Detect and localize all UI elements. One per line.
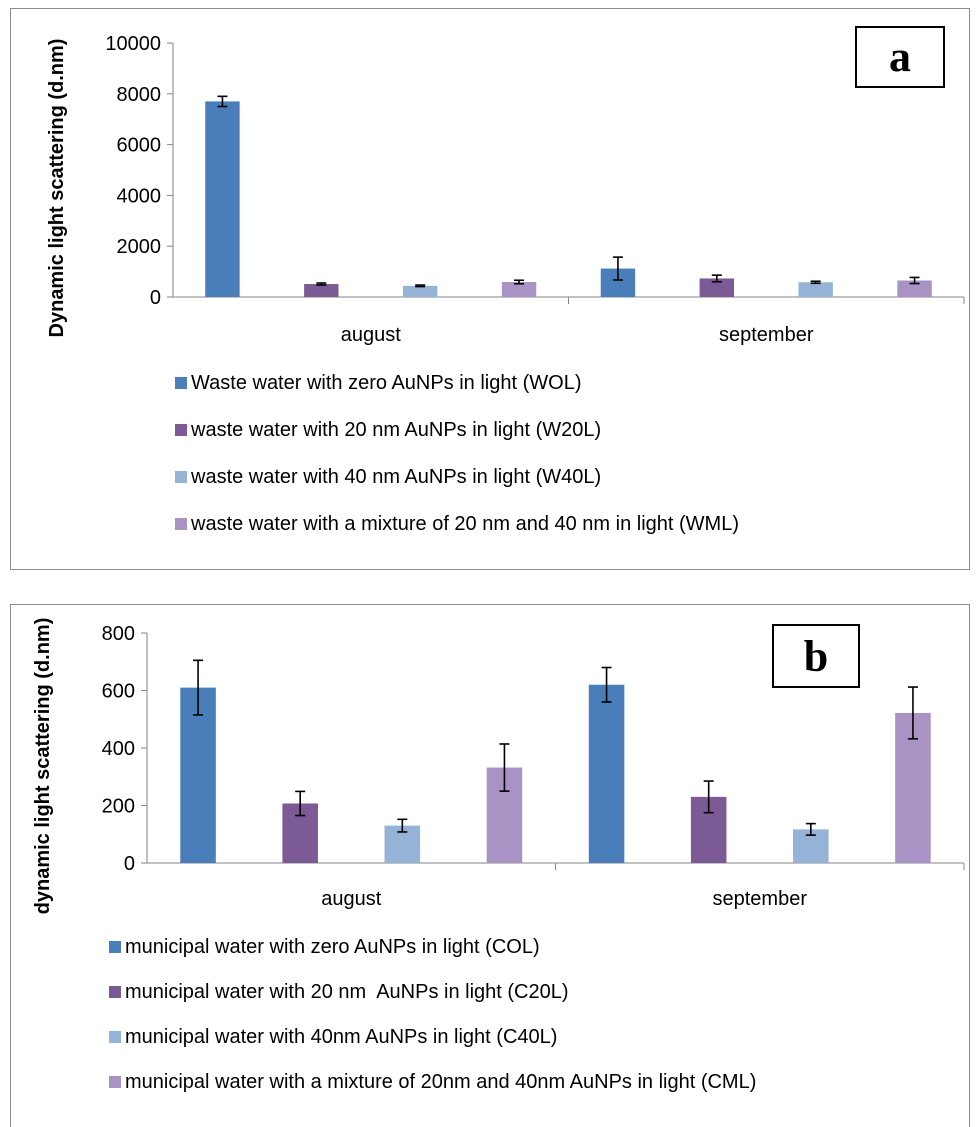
chart-a-legend-label: waste water with 20 nm AuNPs in light (W… bbox=[190, 419, 601, 441]
chart-b-error-bar bbox=[499, 743, 510, 792]
chart-a-y-tick-label: 8000 bbox=[117, 84, 162, 106]
chart-a-bar bbox=[699, 278, 735, 297]
chart-a-error-bar bbox=[909, 276, 920, 285]
chart-a-y-tick-label: 0 bbox=[150, 287, 161, 309]
chart-b-legend-label: municipal water with 40nm AuNPs in light… bbox=[125, 1026, 557, 1048]
chart-b-error-bar bbox=[703, 780, 714, 814]
chart-a-bar bbox=[304, 284, 339, 297]
chart-a-panel-label: a bbox=[889, 32, 911, 81]
chart-b-error-bar bbox=[397, 818, 408, 833]
chart-a-legend-label: Waste water with zero AuNPs in light (WO… bbox=[191, 372, 582, 394]
chart-b-error-bar bbox=[601, 666, 612, 703]
chart-panel-b: 0 200 400 600 800 dynamic light scattering (d… bbox=[10, 604, 970, 1127]
chart-b-bar bbox=[588, 684, 625, 863]
chart-b-legend-swatch bbox=[109, 941, 121, 953]
chart-a-error-bar bbox=[217, 95, 228, 108]
chart-b-category-label: september bbox=[713, 888, 808, 910]
chart-a-y-tick-label: 10000 bbox=[105, 33, 161, 55]
chart-b-bar bbox=[180, 687, 216, 863]
chart-b-y-axis-title: dynamic light scattering (d.nm) bbox=[32, 618, 54, 915]
chart-b-panel-label-box bbox=[772, 624, 860, 688]
chart-a-error-bar bbox=[514, 279, 525, 285]
chart-a-legend-swatch bbox=[175, 518, 187, 530]
chart-b-legend-swatch bbox=[109, 1031, 121, 1043]
chart-b-legend-label: municipal water with 20 nm AuNPs in ligh… bbox=[125, 981, 569, 1003]
chart-a-legend-swatch bbox=[175, 471, 187, 483]
chart-a-error-bar bbox=[612, 256, 623, 281]
chart-a-error-bar bbox=[316, 282, 327, 286]
chart-a-category-label: september bbox=[719, 324, 814, 346]
chart-b-y-tick-label: 0 bbox=[124, 853, 135, 875]
chart-b-y-tick-label: 400 bbox=[102, 738, 135, 760]
chart-a-legend-swatch bbox=[175, 424, 187, 436]
chart-a-category-label: august bbox=[341, 324, 401, 346]
chart-a-bar bbox=[501, 282, 537, 297]
chart-b-error-bar bbox=[295, 790, 306, 817]
chart-a-error-bar bbox=[810, 280, 821, 285]
chart-b-panel-label: b bbox=[804, 632, 828, 681]
chart-b-svg: 0 200 400 600 800 dynamic light scattering (d… bbox=[32, 618, 965, 1093]
chart-a-svg: 0 2000 4000 6000 8000 10000 Dynamic light scat… bbox=[46, 26, 965, 535]
chart-a-legend-label: waste water with a mixture of 20 nm and … bbox=[190, 513, 739, 535]
chart-b-y-tick-label: 200 bbox=[102, 796, 135, 818]
chart-b-error-bar bbox=[193, 659, 204, 716]
chart-b-error-bar bbox=[805, 822, 816, 836]
chart-b-legend-label: municipal water with a mixture of 20nm a… bbox=[125, 1071, 756, 1093]
chart-a-y-tick-label: 4000 bbox=[117, 185, 162, 207]
chart-a-bar bbox=[897, 280, 932, 297]
chart-a-bar bbox=[205, 101, 240, 297]
chart-a-bar bbox=[402, 285, 438, 297]
chart-b-legend-swatch bbox=[109, 986, 121, 998]
chart-b-category-label: august bbox=[321, 888, 381, 910]
chart-panel-a: 0 2000 4000 6000 8000 10000 Dynamic light scat… bbox=[10, 8, 970, 570]
chart-a-legend-swatch bbox=[175, 377, 187, 389]
chart-a-error-bar bbox=[415, 284, 426, 288]
chart-b-legend-label: municipal water with zero AuNPs in light… bbox=[125, 936, 540, 958]
chart-b-error-bar bbox=[907, 686, 918, 740]
chart-b-legend-swatch bbox=[109, 1076, 121, 1088]
chart-a-y-tick-label: 6000 bbox=[117, 135, 162, 157]
chart-a-legend-label: waste water with 40 nm AuNPs in light (W… bbox=[190, 466, 601, 488]
chart-a-error-bar bbox=[711, 274, 722, 283]
chart-a-panel-label-box bbox=[855, 26, 945, 88]
chart-b-y-tick-label: 600 bbox=[102, 681, 135, 703]
chart-a-y-tick-label: 2000 bbox=[117, 236, 162, 258]
chart-a-bar bbox=[798, 282, 833, 297]
chart-b-y-tick-label: 800 bbox=[102, 623, 135, 645]
chart-a-y-axis-title: Dynamic light scattering (d.nm) bbox=[46, 39, 68, 338]
